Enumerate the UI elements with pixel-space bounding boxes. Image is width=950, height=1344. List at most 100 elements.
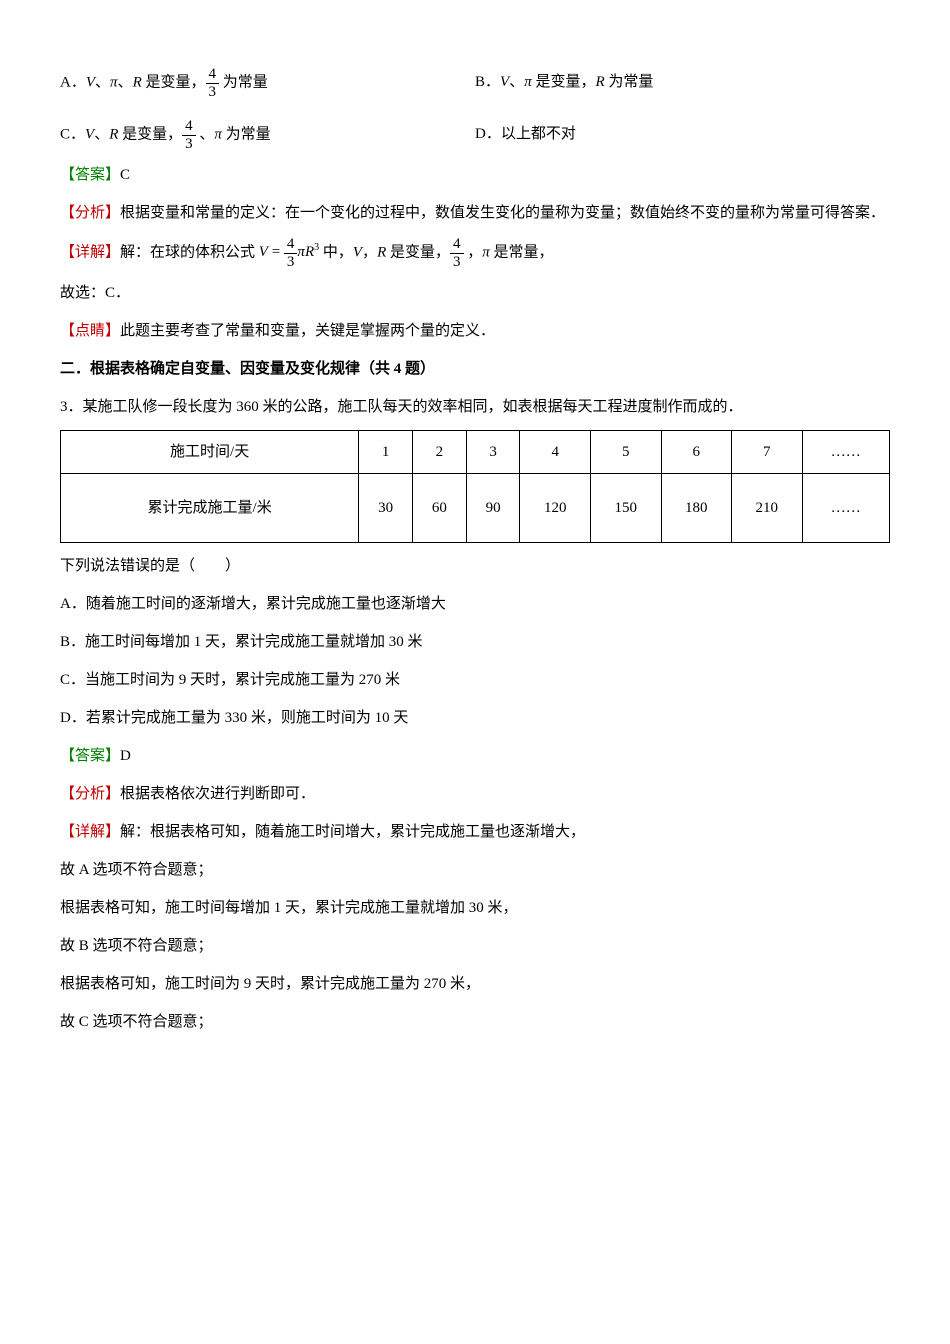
table-cell: 210 (732, 474, 803, 543)
numerator: 4 (284, 236, 298, 254)
option-b: B．施工时间每增加 1 天，累计完成施工量就增加 30 米 (60, 627, 890, 657)
denominator: 3 (182, 136, 196, 153)
analysis-line: 【分析】根据表格依次进行判断即可． (60, 779, 890, 809)
denominator: 3 (206, 84, 220, 101)
opt-c-prefix: C． (60, 126, 85, 142)
text: 是变量， (386, 244, 450, 260)
table-cell: 6 (661, 431, 732, 474)
analysis-line: 【分析】根据变量和常量的定义：在一个变化的过程中，数值发生变化的量称为变量；数值… (60, 198, 890, 228)
table-cell: 3 (466, 431, 520, 474)
denominator: 3 (284, 254, 298, 271)
table-cell: …… (802, 431, 889, 474)
var-r: R (109, 126, 118, 142)
opt-b-prefix: B． (475, 74, 500, 90)
var-v: V (500, 74, 509, 90)
text: 为常量 (605, 74, 654, 90)
text: 为常量 (222, 126, 271, 142)
text: 是变量， (142, 74, 206, 90)
body-line: 根据表格可知，施工时间为 9 天时，累计完成施工量为 270 米， (60, 969, 890, 999)
var-r: R (377, 244, 386, 260)
answer-value: D (120, 748, 131, 764)
sep: 、 (94, 126, 109, 142)
detail-pre: 解：在球的体积公式 (120, 244, 259, 260)
table-cell: 120 (520, 474, 591, 543)
fraction: 43 (284, 236, 298, 270)
analysis-text: 根据变量和常量的定义：在一个变化的过程中，数值发生变化的量称为变量；数值始终不变… (120, 205, 885, 221)
var-r: R (595, 74, 604, 90)
table-cell: 累计完成施工量/米 (61, 474, 359, 543)
question-3: 3．某施工队修一段长度为 360 米的公路，施工队每天的效率相同，如表根据每天工… (60, 392, 890, 422)
answer-label: 【答案】 (60, 748, 120, 764)
table-cell: 7 (732, 431, 803, 474)
volume-formula: V = 43πR3 (259, 244, 319, 260)
table-row: 施工时间/天 1 2 3 4 5 6 7 …… (61, 431, 890, 474)
fraction: 43 (206, 66, 220, 100)
detail-line: 【详解】解：在球的体积公式 V = 43πR3 中，V，R 是变量，43 ，π … (60, 236, 890, 270)
table-cell: 4 (520, 431, 591, 474)
text: 是变量， (118, 126, 182, 142)
fraction: 43 (450, 236, 464, 270)
var-v: V (353, 244, 362, 260)
analysis-text: 根据表格依次进行判断即可． (120, 786, 315, 802)
table-cell: 30 (359, 474, 413, 543)
var-pi: π (524, 74, 532, 90)
body-line: 根据表格可知，施工时间每增加 1 天，累计完成施工量就增加 30 米， (60, 893, 890, 923)
option-c: C．V、R 是变量，43 、π 为常量 (60, 118, 475, 152)
option-d: D．若累计完成施工量为 330 米，则施工时间为 10 天 (60, 703, 890, 733)
dianjing-text: 此题主要考查了常量和变量，关键是掌握两个量的定义． (120, 323, 495, 339)
text: ， (464, 244, 483, 260)
sep: 、 (95, 74, 110, 90)
var-pi: π (214, 126, 222, 142)
eq: = (268, 244, 284, 260)
sep: 、 (509, 74, 524, 90)
var-v: V (85, 126, 94, 142)
question-3-stem: 下列说法错误的是（ ） (60, 551, 890, 581)
detail-label: 【详解】 (60, 244, 120, 260)
section-2-title: 二．根据表格确定自变量、因变量及变化规律（共 4 题） (60, 354, 890, 384)
body-line: 故 B 选项不符合题意； (60, 931, 890, 961)
table-cell: 180 (661, 474, 732, 543)
table-cell: 60 (412, 474, 466, 543)
var-r: R (133, 74, 142, 90)
table-row: 累计完成施工量/米 30 60 90 120 150 180 210 …… (61, 474, 890, 543)
text: 为常量 (219, 74, 268, 90)
answer-line: 【答案】D (60, 741, 890, 771)
text: 、 (196, 126, 215, 142)
conclusion-line: 故选：C． (60, 278, 890, 308)
var-pi: π (110, 74, 118, 90)
numerator: 4 (182, 118, 196, 136)
text: 是变量， (532, 74, 596, 90)
var-pi: π (297, 244, 305, 260)
table-cell: 90 (466, 474, 520, 543)
answer-label: 【答案】 (60, 167, 120, 183)
opt-a-prefix: A． (60, 74, 86, 90)
option-a: A．V、π、R 是变量，43 为常量 (60, 66, 475, 100)
table-cell: 2 (412, 431, 466, 474)
text: 是常量， (490, 244, 554, 260)
dianjing-label: 【点睛】 (60, 323, 120, 339)
var-v: V (86, 74, 95, 90)
opt-d-text: D．以上都不对 (475, 126, 576, 142)
table-cell: …… (802, 474, 889, 543)
sep: 、 (118, 74, 133, 90)
numerator: 4 (450, 236, 464, 254)
answer-value: C (120, 167, 130, 183)
option-c: C．当施工时间为 9 天时，累计完成施工量为 270 米 (60, 665, 890, 695)
table-cell: 150 (590, 474, 661, 543)
detail-label: 【详解】 (60, 824, 120, 840)
var-pi: π (482, 244, 490, 260)
numerator: 4 (206, 66, 220, 84)
dianjing-line: 【点睛】此题主要考查了常量和变量，关键是掌握两个量的定义． (60, 316, 890, 346)
text: 中， (319, 244, 353, 260)
detail-line: 【详解】解：根据表格可知，随着施工时间增大，累计完成施工量也逐渐增大， (60, 817, 890, 847)
analysis-label: 【分析】 (60, 205, 120, 221)
option-d: D．以上都不对 (475, 119, 890, 149)
var-r: R (305, 244, 314, 260)
option-row-ab: A．V、π、R 是变量，43 为常量 B．V、π 是变量，R 为常量 (60, 66, 890, 100)
table-cell: 5 (590, 431, 661, 474)
option-row-cd: C．V、R 是变量，43 、π 为常量 D．以上都不对 (60, 118, 890, 152)
option-b: B．V、π 是变量，R 为常量 (475, 67, 890, 97)
var-v: V (259, 244, 268, 260)
detail-text: 解：根据表格可知，随着施工时间增大，累计完成施工量也逐渐增大， (120, 824, 585, 840)
body-line: 故 A 选项不符合题意； (60, 855, 890, 885)
